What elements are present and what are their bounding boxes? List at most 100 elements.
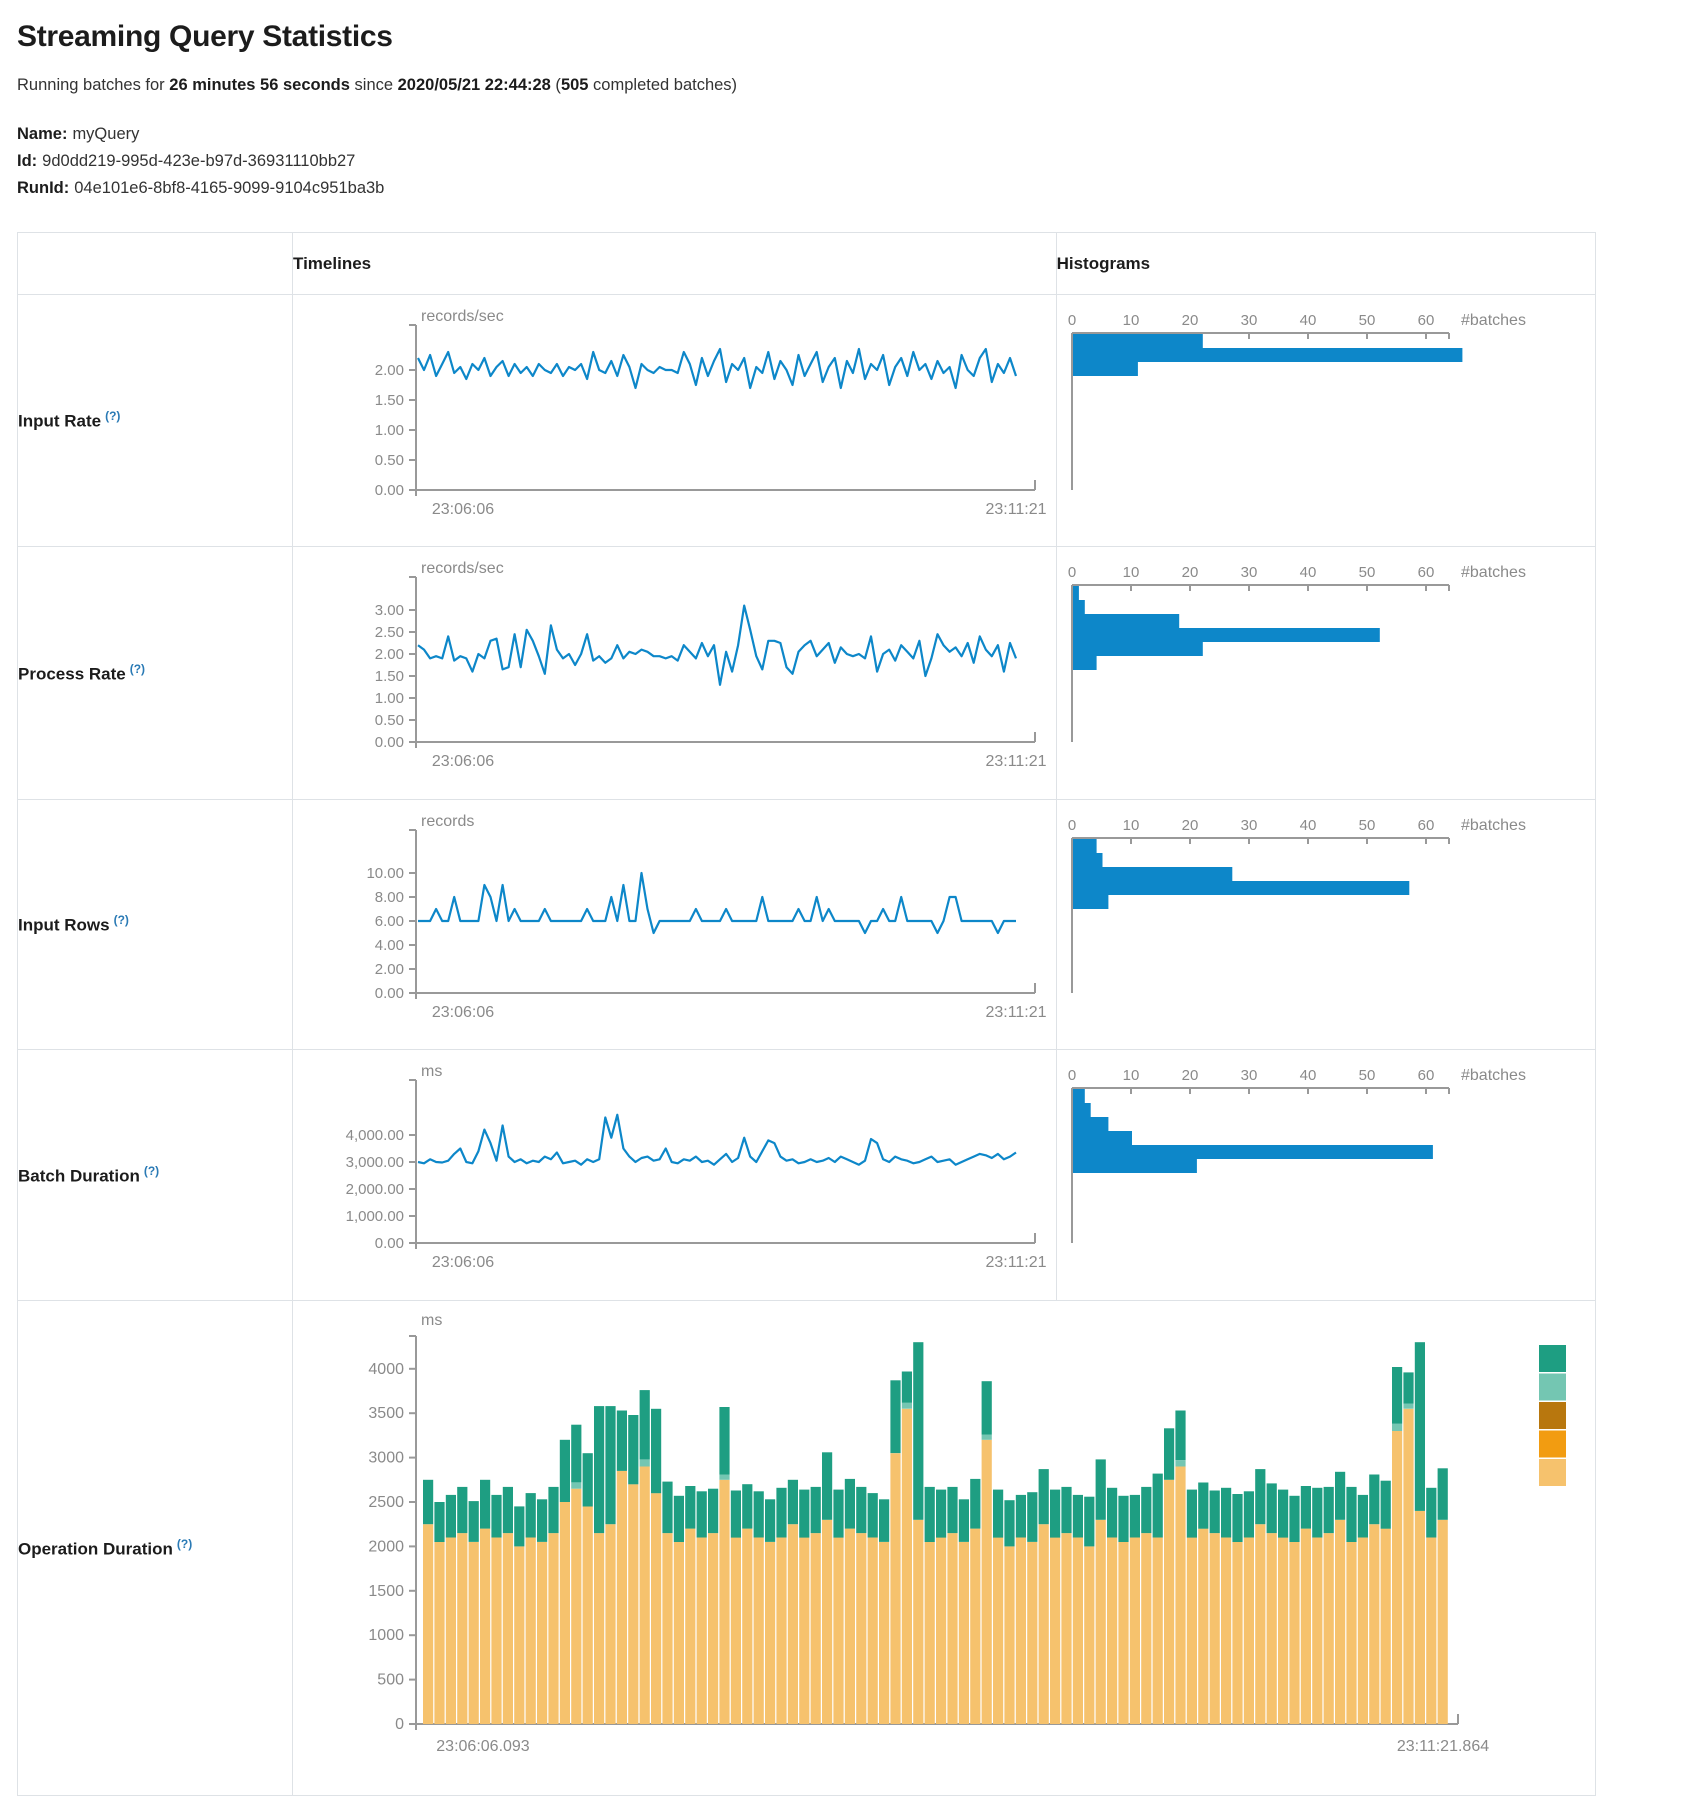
histogram-svg: 0 10 20 30 40 50 60 #batches (1067, 564, 1526, 742)
svg-text:60: 60 (1417, 1067, 1434, 1084)
since-text: since (349, 76, 398, 94)
svg-text:2.00: 2.00 (375, 646, 404, 663)
svg-text:30: 30 (1240, 312, 1257, 329)
svg-text:1500: 1500 (368, 1583, 404, 1600)
empty-header-cell (17, 232, 293, 295)
statistics-table: Timelines Histograms Input Rate (?) recor… (17, 232, 1597, 1796)
svg-text:0: 0 (1067, 817, 1075, 834)
svg-text:ms: ms (421, 1312, 442, 1329)
svg-text:30: 30 (1240, 564, 1257, 581)
svg-text:#batches: #batches (1461, 312, 1526, 329)
input-rate-help-icon[interactable]: (?) (105, 409, 121, 424)
operation-duration-stacked-chart: ms 0 500 1000 1500 2000 2500 3000 3500 4000 23:06:… (293, 1301, 1595, 1795)
svg-text:40: 40 (1299, 1067, 1316, 1084)
svg-text:23:11:21: 23:11:21 (985, 1004, 1046, 1021)
svg-text:20: 20 (1181, 564, 1198, 581)
operation-duration-chart-cell: ms 0 500 1000 1500 2000 2500 3000 3500 4000 23:06:… (292, 1300, 1596, 1796)
svg-text:3500: 3500 (368, 1405, 404, 1422)
paren-open: ( (550, 76, 561, 94)
operation-duration-help-icon[interactable]: (?) (176, 1536, 193, 1551)
svg-text:0: 0 (395, 1716, 404, 1733)
svg-text:1.00: 1.00 (375, 422, 404, 439)
batch-duration-label: Batch Duration (18, 1166, 140, 1186)
svg-text:60: 60 (1417, 817, 1434, 834)
svg-text:60: 60 (1417, 312, 1434, 329)
svg-text:3000: 3000 (368, 1450, 404, 1467)
svg-text:4000: 4000 (368, 1361, 404, 1378)
svg-text:10: 10 (1122, 312, 1139, 329)
svg-text:ms: ms (421, 1063, 442, 1080)
process-rate-histogram-chart: 0 10 20 30 40 50 60 #batches (1057, 547, 1595, 799)
svg-text:10.00: 10.00 (366, 865, 404, 882)
timeline-svg: ms 0.00 1,000.00 2,000.00 3,000.00 4,000.00 23… (346, 1063, 1047, 1271)
svg-text:23:06:06: 23:06:06 (432, 1004, 494, 1021)
svg-text:2500: 2500 (368, 1494, 404, 1511)
batch-duration-help-icon[interactable]: (?) (143, 1163, 160, 1178)
svg-text:0: 0 (1067, 564, 1075, 581)
input-rows-help-icon[interactable]: (?) (113, 913, 129, 928)
svg-text:records: records (421, 813, 474, 830)
completed-batches-text: completed batches) (588, 76, 738, 94)
svg-text:23:06:06: 23:06:06 (432, 753, 494, 770)
histograms-column-header: Histograms (1055, 232, 1597, 295)
svg-text:records/sec: records/sec (421, 560, 504, 577)
legend-swatch-brown[interactable] (1539, 1402, 1566, 1429)
row-label-process-rate: Process Rate (?) (17, 546, 293, 800)
svg-text:23:06:06: 23:06:06 (432, 501, 494, 518)
input-rows-timeline-cell: records 0.00 2.00 4.00 6.00 8.00 10.00 23:06:06… (292, 799, 1057, 1050)
query-name-row: Name: myQuery (17, 121, 1693, 148)
histogram-svg: 0 10 20 30 40 50 60 #batches (1067, 817, 1526, 993)
input-rate-histogram-cell: 0 10 20 30 40 50 60 #batches (1055, 294, 1597, 547)
legend-swatch-orange[interactable] (1539, 1430, 1566, 1458)
row-label-operation-duration: Operation Duration (?) (17, 1300, 293, 1796)
svg-text:#batches: #batches (1461, 564, 1526, 581)
svg-text:30: 30 (1240, 1067, 1257, 1084)
svg-text:10: 10 (1122, 817, 1139, 834)
timeline-svg: records 0.00 2.00 4.00 6.00 8.00 10.00 23:06:06… (366, 813, 1046, 1021)
id-label: Id: (17, 152, 38, 170)
svg-text:2,000.00: 2,000.00 (346, 1181, 404, 1198)
svg-text:500: 500 (377, 1672, 404, 1689)
timeline-svg: records/sec 0.00 0.50 1.00 1.50 2.00 23:06:06 2… (375, 308, 1047, 518)
input-rows-timeline-chart: records 0.00 2.00 4.00 6.00 8.00 10.00 23:06:06… (293, 800, 1056, 1049)
running-text: Running batches for (17, 76, 170, 94)
svg-text:1.00: 1.00 (375, 690, 404, 707)
page-title: Streaming Query Statistics (17, 20, 393, 53)
input-rows-label: Input Rows (18, 915, 110, 935)
histogram-svg: 0 10 20 30 40 50 60 #batches (1067, 312, 1526, 490)
name-value: myQuery (72, 125, 140, 143)
svg-text:2.00: 2.00 (375, 362, 404, 379)
svg-text:0.50: 0.50 (375, 712, 404, 729)
process-rate-label: Process Rate (18, 664, 126, 684)
batch-duration-timeline-cell: ms 0.00 1,000.00 2,000.00 3,000.00 4,000.00 23… (292, 1049, 1057, 1301)
svg-text:3,000.00: 3,000.00 (346, 1154, 404, 1171)
legend-swatch-light-green[interactable] (1539, 1373, 1566, 1401)
operation-duration-label: Operation Duration (18, 1539, 173, 1559)
svg-text:20: 20 (1181, 312, 1198, 329)
svg-text:1.50: 1.50 (375, 668, 404, 685)
svg-text:0: 0 (1067, 1067, 1075, 1084)
svg-text:23:11:21: 23:11:21 (985, 1254, 1046, 1271)
query-runid-row: RunId: 04e101e6-8bf8-4165-9099-9104c951ba… (17, 175, 1693, 202)
process-rate-help-icon[interactable]: (?) (129, 661, 146, 676)
svg-text:0.00: 0.00 (375, 985, 404, 1002)
svg-text:50: 50 (1358, 312, 1375, 329)
svg-text:2000: 2000 (368, 1538, 404, 1555)
svg-text:6.00: 6.00 (375, 913, 404, 930)
timelines-column-header: Timelines (292, 232, 1057, 295)
runid-label: RunId: (17, 179, 70, 197)
svg-text:60: 60 (1417, 564, 1434, 581)
svg-text:23:06:06.093: 23:06:06.093 (436, 1738, 530, 1755)
svg-text:#batches: #batches (1461, 817, 1526, 834)
svg-text:0.00: 0.00 (375, 734, 404, 751)
legend-swatch-green[interactable] (1539, 1345, 1566, 1372)
legend-swatch-tan[interactable] (1539, 1459, 1566, 1486)
svg-text:0.00: 0.00 (375, 482, 404, 499)
input-rate-timeline-cell: records/sec 0.00 0.50 1.00 1.50 2.00 23:06:06 2… (292, 294, 1057, 547)
svg-text:0.00: 0.00 (375, 1235, 404, 1252)
svg-text:23:11:21: 23:11:21 (985, 501, 1046, 518)
input-rate-timeline-chart: records/sec 0.00 0.50 1.00 1.50 2.00 23:06:06 2… (293, 295, 1056, 546)
svg-text:40: 40 (1299, 564, 1316, 581)
input-rate-label: Input Rate (18, 411, 102, 431)
input-rate-histogram-chart: 0 10 20 30 40 50 60 #batches (1057, 295, 1595, 546)
